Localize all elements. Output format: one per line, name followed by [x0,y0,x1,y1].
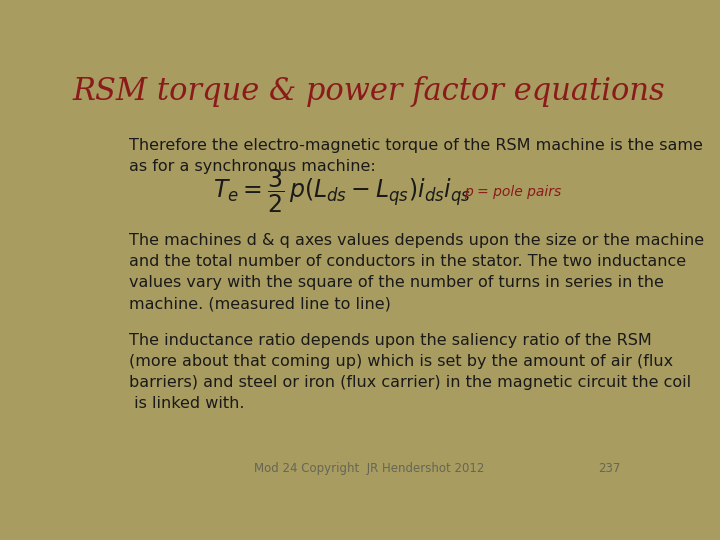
Text: $T_e = \dfrac{3}{2}\,p\left(L_{ds} - L_{qs}\right)i_{ds}i_{qs}$: $T_e = \dfrac{3}{2}\,p\left(L_{ds} - L_{… [213,168,471,215]
Text: The inductance ratio depends upon the saliency ratio of the RSM
(more about that: The inductance ratio depends upon the sa… [129,333,691,411]
Text: p = pole pairs: p = pole pairs [464,185,561,199]
Text: The machines d & q axes values depends upon the size or the machine
and the tota: The machines d & q axes values depends u… [129,233,704,311]
Text: RSM torque & power factor equations: RSM torque & power factor equations [73,76,665,107]
Text: Therefore the electro-magnetic torque of the RSM machine is the same
as for a sy: Therefore the electro-magnetic torque of… [129,138,703,173]
Text: Mod 24 Copyright  JR Hendershot 2012: Mod 24 Copyright JR Hendershot 2012 [254,462,484,475]
Text: 237: 237 [598,462,620,475]
